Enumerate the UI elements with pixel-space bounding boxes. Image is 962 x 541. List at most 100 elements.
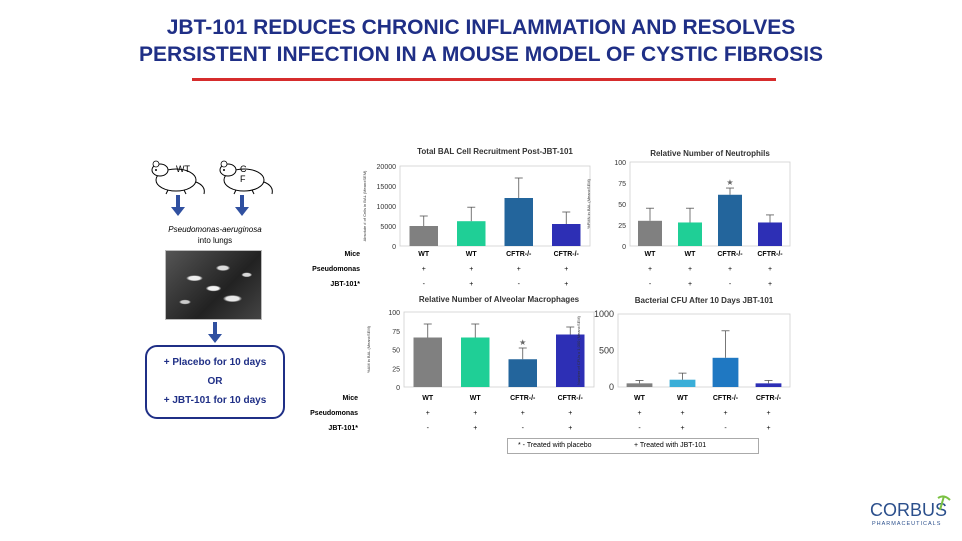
y-tick-label: 75 [618,181,626,188]
pseudomonas-label: Pseudomonas-aeruginosa into lungs [150,224,280,246]
y-tick-label: 100 [388,310,400,317]
plot-area [399,165,591,247]
bar [504,198,533,246]
chart-title: Bacterial CFU After 10 Days JBT-101 [635,296,774,305]
y-tick-label: 1000 [594,309,614,319]
pseudomonas-sign: + [648,266,652,273]
y-axis-label: %AM in BAL (Mean±SEM) [366,325,371,373]
y-tick-label: 15000 [377,184,397,191]
jbt-sign: - [729,281,732,288]
pseudomonas-sign: + [473,410,477,417]
pseudomonas-sign: + [564,266,568,273]
logo-name: CORBUS [870,500,947,520]
bar [461,337,490,387]
y-tick-label: 5000 [380,224,396,231]
x-tick-label: WT [466,251,478,258]
row-label-mice: Mice [342,395,358,402]
y-tick-label: 0 [609,382,614,392]
treatment-or: OR [207,376,223,387]
x-tick-label: CFTR-/- [554,251,580,258]
y-tick-label: 100 [614,160,626,167]
y-tick-label: 0 [392,244,396,251]
treatment-jbt: + JBT-101 for 10 days [163,395,267,406]
down-arrow-icon [235,195,249,216]
jbt-sign: - [518,281,521,288]
jbt-sign: + [680,425,684,432]
bar [669,379,696,387]
corbus-logo: CORBUS PHARMACEUTICALS [870,495,951,527]
bar [758,222,782,246]
bar [413,337,442,387]
pseudomonas-sign: + [426,410,430,417]
pseudomonas-sign: + [637,410,641,417]
x-tick-label: CFTR-/- [757,251,783,258]
jbt-sign: + [766,425,770,432]
y-axis-label: Number of CFUs x 1,000 (Mean±SEM) [576,315,581,385]
plot-area [617,313,791,388]
pseudomonas-sign: + [723,410,727,417]
x-tick-label: CFTR-/- [717,251,743,258]
pseudomonas-sign: + [680,410,684,417]
logo-sub: PHARMACEUTICALS [872,521,941,527]
legend-jbt: + Treated with JBT-101 [634,442,707,449]
plot-area [629,161,791,247]
down-arrow-icon [171,195,185,216]
pseudomonas-italic: Pseudomonas-aeruginosa [168,225,262,234]
title-line-2: PERSISTENT INFECTION IN A MOUSE MODEL OF… [138,43,824,66]
cf-mouse-icon [219,160,273,195]
pseudomonas-sign: + [517,266,521,273]
jbt-sign: - [427,425,430,432]
bar [678,222,702,246]
wt-mouse-label: WT [176,164,190,174]
pseudomonas-sign: + [688,266,692,273]
legend-box: * - Treated with placebo + Treated with … [507,438,759,454]
bar [556,334,585,387]
y-axis-label: Absolute # of Cells in BAL (Mean±SEM) [362,170,367,241]
charts-area: Total BAL Cell Recruitment Post-JBT-101 0… [310,147,791,432]
jbt-sign: + [469,281,473,288]
down-arrow-icon [208,322,222,343]
x-tick-label: CFTR-/- [506,251,532,258]
pseudomonas-sign: + [469,266,473,273]
bar [755,383,782,387]
pseudomonas-sign: + [728,266,732,273]
chart-title: Relative Number of Alveolar Macrophages [419,295,580,304]
bar [508,359,537,387]
title-underline [192,78,776,81]
jbt-sign: - [423,281,426,288]
y-tick-label: 50 [392,348,400,355]
plot-area [403,311,595,388]
y-tick-label: 75 [392,329,400,336]
y-tick-label: 20000 [377,164,397,171]
treatment-box: + Placebo for 10 days OR + JBT-101 for 1… [145,345,285,419]
cf-mouse-label: C F [240,164,247,184]
y-tick-label: 0 [396,385,400,392]
y-tick-label: 500 [599,346,614,356]
x-tick-label: WT [418,251,430,258]
bar [457,221,486,246]
chart-title: Total BAL Cell Recruitment Post-JBT-101 [417,147,573,156]
pseudomonas-sign: + [766,410,770,417]
bar [552,224,581,246]
x-tick-label: WT [645,251,657,258]
pseudomonas-rest: into lungs [197,236,233,245]
jbt-sign: - [522,425,525,432]
row-label-jbt: JBT-101* [328,425,358,432]
y-tick-label: 0 [622,244,626,251]
bacteria-micrograph [165,250,262,320]
row-label-pseudomonas: Pseudomonas [312,266,360,273]
treatment-placebo: + Placebo for 10 days [163,357,267,368]
y-tick-label: 50 [618,202,626,209]
pseudomonas-sign: + [422,266,426,273]
y-tick-label: 25 [618,223,626,230]
pseudomonas-sign: + [521,410,525,417]
significance-star: ★ [519,338,526,347]
chart-title: Relative Number of Neutrophils [650,149,770,158]
slide-title: JBT-101 REDUCES CHRONIC INFLAMMATION AND… [0,14,962,68]
bar [409,226,438,246]
row-label-jbt: JBT-101* [330,281,360,288]
jbt-sign: + [768,281,772,288]
legend-placebo: * - Treated with placebo [518,442,592,449]
pseudomonas-sign: + [568,410,572,417]
wt-mouse-icon [151,160,205,195]
